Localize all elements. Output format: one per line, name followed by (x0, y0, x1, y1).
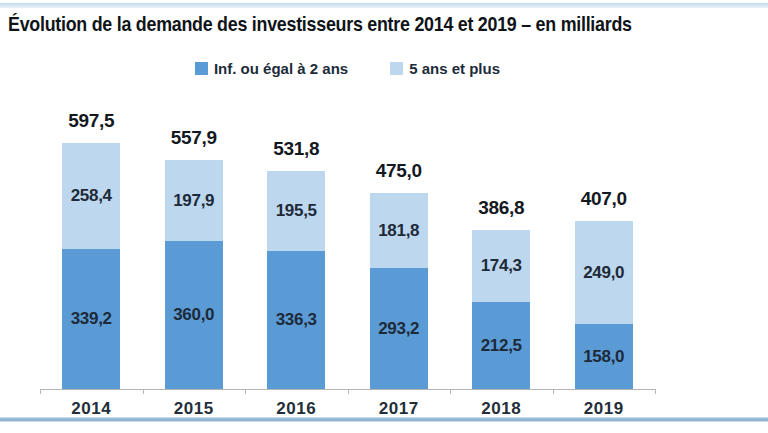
x-axis-line (40, 389, 655, 396)
segment-value-label: 174,3 (481, 256, 522, 276)
top-divider (0, 3, 768, 8)
bar-segment-inf-2-ans: 339,2 (62, 249, 120, 389)
bar-segment-5-ans-et-plus: 181,8 (370, 193, 428, 268)
axis-tick (40, 389, 41, 394)
bar-column: 386,8 174,3 212,5 (450, 197, 553, 389)
total-value-label: 531,8 (273, 138, 319, 160)
x-axis-labels: 201420152016201720182019 (40, 396, 655, 419)
total-value-label: 475,0 (376, 160, 422, 182)
bar-segment-5-ans-et-plus: 249,0 (575, 221, 633, 324)
segment-value-label: 181,8 (378, 221, 419, 241)
bar-column: 597,5 258,4 339,2 (40, 110, 143, 389)
bar-segment-inf-2-ans: 336,3 (267, 251, 325, 389)
bar-stack: 174,3 212,5 (472, 230, 530, 389)
x-axis-label: 2016 (245, 396, 348, 419)
bar-column: 475,0 181,8 293,2 (348, 160, 451, 389)
segment-value-label: 249,0 (583, 263, 624, 283)
segment-value-label: 258,4 (71, 186, 112, 206)
axis-tick (143, 389, 144, 394)
segment-value-label: 158,0 (583, 347, 624, 367)
bar-stack: 195,5 336,3 (267, 171, 325, 389)
bar-stack: 181,8 293,2 (370, 193, 428, 389)
bar-column: 531,8 195,5 336,3 (245, 138, 348, 389)
bar-column: 557,9 197,9 360,0 (143, 127, 246, 389)
bar-segment-5-ans-et-plus: 258,4 (62, 143, 120, 249)
x-axis-label: 2014 (40, 396, 143, 419)
x-axis-label: 2017 (348, 396, 451, 419)
bar-segment-inf-2-ans: 293,2 (370, 268, 428, 389)
bar-segment-inf-2-ans: 360,0 (165, 241, 223, 389)
bar-column: 407,0 249,0 158,0 (553, 188, 656, 389)
bar-segment-inf-2-ans: 158,0 (575, 324, 633, 389)
legend-item: 5 ans et plus (390, 60, 500, 77)
legend-swatch-short-term (195, 62, 208, 75)
legend-label: 5 ans et plus (409, 60, 500, 77)
bar-stack: 197,9 360,0 (165, 160, 223, 389)
legend-item: Inf. ou égal à 2 ans (195, 60, 348, 77)
total-value-label: 407,0 (581, 188, 627, 210)
legend-label: Inf. ou égal à 2 ans (214, 60, 348, 77)
bar-segment-5-ans-et-plus: 174,3 (472, 230, 530, 302)
segment-value-label: 197,9 (173, 191, 214, 211)
segment-value-label: 339,2 (71, 309, 112, 329)
x-axis-label: 2018 (450, 396, 553, 419)
total-value-label: 557,9 (171, 127, 217, 149)
segment-value-label: 195,5 (276, 201, 317, 221)
x-axis-label: 2015 (143, 396, 246, 419)
legend-swatch-long-term (390, 62, 403, 75)
axis-tick (245, 389, 246, 394)
bar-stack: 249,0 158,0 (575, 221, 633, 389)
axis-tick (553, 389, 554, 394)
x-axis-label: 2019 (553, 396, 656, 419)
total-value-label: 597,5 (68, 110, 114, 132)
bar-segment-inf-2-ans: 212,5 (472, 302, 530, 389)
bar-stack: 258,4 339,2 (62, 143, 120, 389)
segment-value-label: 212,5 (481, 336, 522, 356)
bar-segment-5-ans-et-plus: 197,9 (165, 160, 223, 241)
stacked-bar-chart: 597,5 258,4 339,2 557,9 197,9 360,0 531,8 195,5… (40, 96, 655, 419)
chart-legend: Inf. ou égal à 2 ans 5 ans et plus (40, 60, 655, 77)
axis-tick (655, 389, 656, 394)
bars-area: 597,5 258,4 339,2 557,9 197,9 360,0 531,8 195,5… (40, 96, 655, 389)
segment-value-label: 336,3 (276, 310, 317, 330)
bottom-divider (0, 417, 768, 422)
axis-tick (348, 389, 349, 394)
total-value-label: 386,8 (478, 197, 524, 219)
axis-tick (450, 389, 451, 394)
bar-segment-5-ans-et-plus: 195,5 (267, 171, 325, 251)
chart-title: Évolution de la demande des investisseur… (8, 12, 632, 36)
segment-value-label: 360,0 (173, 305, 214, 325)
segment-value-label: 293,2 (378, 319, 419, 339)
